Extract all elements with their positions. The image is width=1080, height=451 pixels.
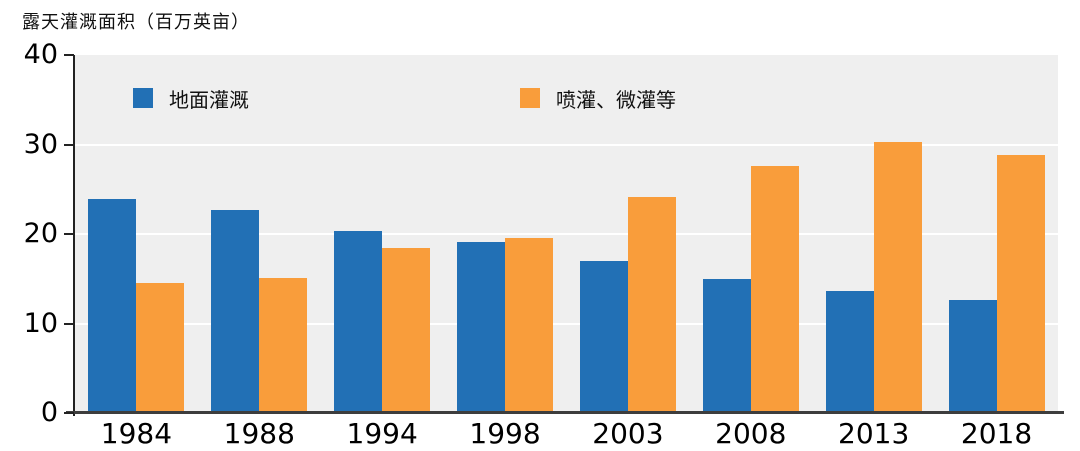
bar-2008-series-0 (702, 278, 751, 413)
x-axis-line (66, 411, 1064, 414)
gridline-30 (75, 143, 1058, 146)
y-axis-tick-0 (64, 412, 74, 414)
y-axis-tick-40 (64, 54, 74, 56)
bar-1998-series-1 (505, 238, 554, 413)
x-axis-label-1984: 1984 (100, 417, 173, 450)
legend-label-sprinkler-micro-irrigation: 喷灌、微灌等 (556, 87, 676, 112)
legend-item-surface-irrigation: 地面灌溉 (133, 87, 249, 112)
legend-swatch-surface-irrigation (133, 88, 153, 108)
bar-2018-series-0 (948, 300, 997, 413)
x-axis-label-1998: 1998 (469, 417, 541, 450)
bar-2018-series-1 (996, 155, 1045, 413)
bar-1988-series-0 (211, 209, 260, 413)
x-axis-label-2003: 2003 (592, 417, 664, 450)
bar-1994-series-0 (334, 231, 383, 413)
x-axis-label-2013: 2013 (838, 417, 910, 450)
y-axis-label-0: 0 (40, 397, 58, 428)
bar-2003-series-0 (579, 260, 628, 413)
gridline-10 (75, 322, 1058, 325)
chart-title: 露天灌溉面积（百万英亩） (22, 12, 250, 33)
y-axis-label-20: 20 (23, 218, 58, 249)
y-axis-line (73, 55, 75, 416)
bar-2013-series-0 (825, 291, 874, 413)
y-axis-tick-10 (64, 322, 74, 325)
y-axis-label-30: 30 (23, 128, 58, 160)
y-axis-tick-20 (64, 233, 74, 235)
bar-1988-series-1 (259, 277, 308, 413)
x-axis-label-1994: 1994 (346, 417, 418, 450)
legend-label-surface-irrigation: 地面灌溉 (169, 87, 249, 112)
bar-2003-series-1 (627, 197, 676, 413)
x-axis-label-2018: 2018 (960, 417, 1033, 450)
bar-1998-series-0 (457, 242, 506, 413)
y-axis-label-10: 10 (23, 307, 58, 339)
x-axis-label-1988: 1988 (223, 417, 295, 450)
bar-1994-series-1 (382, 248, 431, 413)
bar-1984-series-0 (88, 199, 137, 413)
x-axis-label-2008: 2008 (715, 417, 787, 450)
bar-1984-series-1 (136, 283, 185, 413)
bar-2008-series-1 (750, 165, 799, 413)
legend-item-sprinkler-micro-irrigation: 喷灌、微灌等 (520, 87, 676, 112)
y-axis-label-40: 40 (23, 39, 58, 70)
gridline-20 (75, 233, 1058, 235)
legend-swatch-sprinkler-micro-irrigation (520, 88, 540, 108)
plot-area (75, 55, 1058, 413)
bar-2013-series-1 (873, 141, 922, 413)
y-axis-tick-30 (64, 143, 74, 146)
